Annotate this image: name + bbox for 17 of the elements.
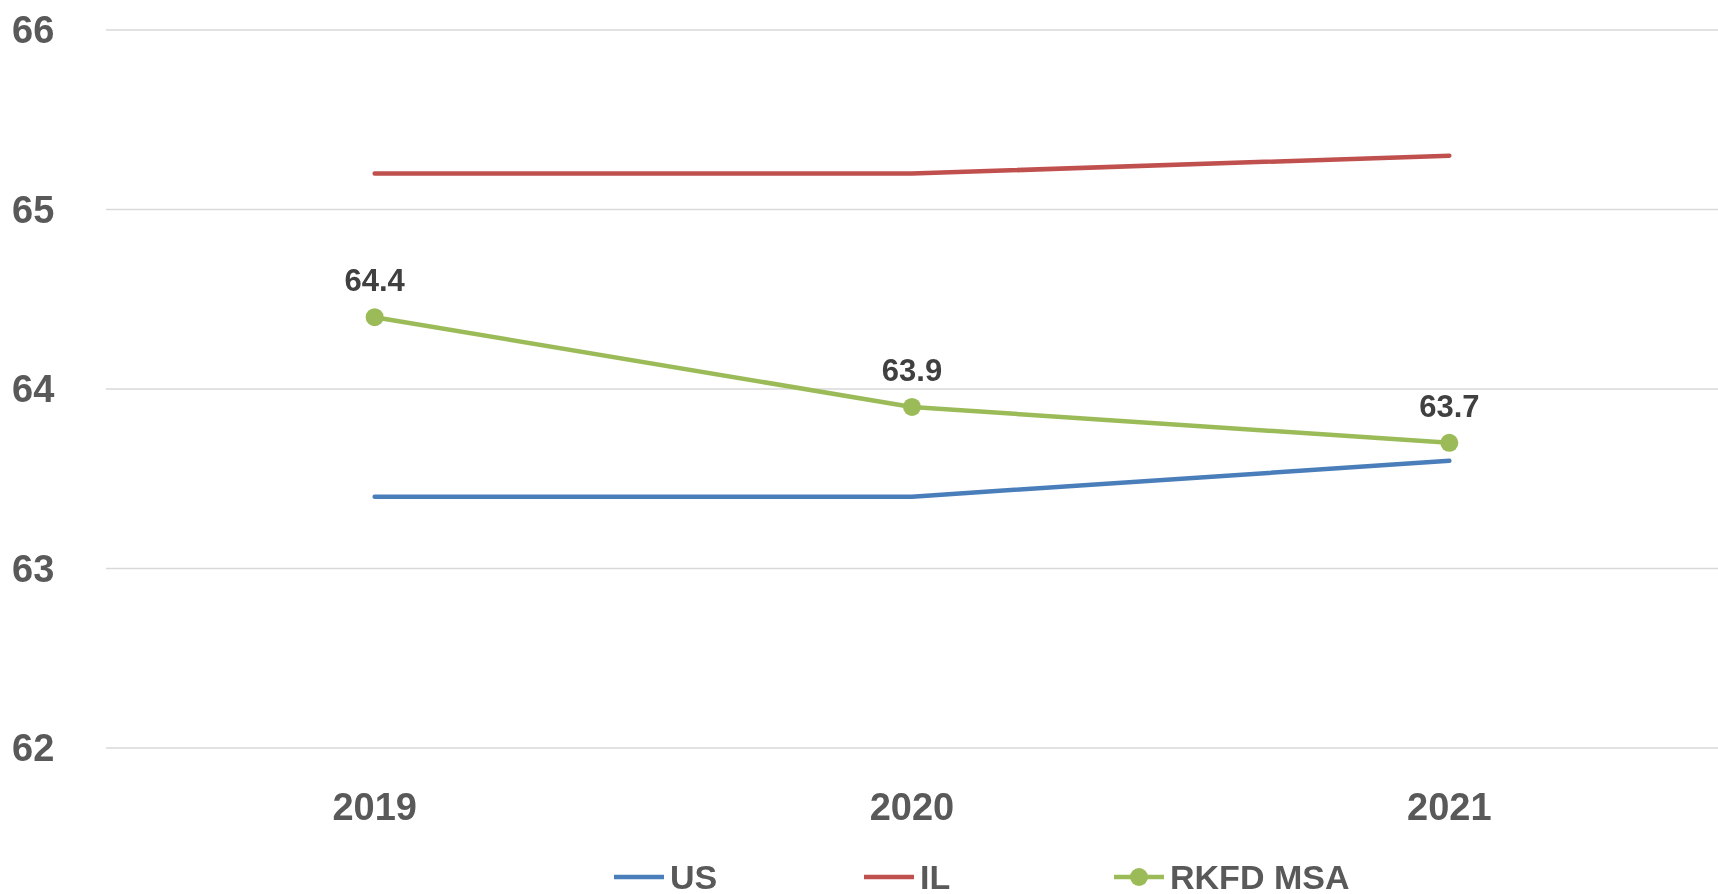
x-tick-label: 2021 (1407, 786, 1492, 828)
point (365, 308, 384, 327)
data-label: 64.4 (344, 263, 406, 299)
y-tick-label: 64 (12, 368, 55, 411)
y-tick-label: 62 (12, 727, 55, 770)
legend-label: US (670, 857, 718, 894)
x-tick-label: 2020 (869, 786, 955, 828)
y-tick-label: 66 (12, 9, 55, 52)
y-tick-label: 63 (12, 547, 55, 590)
data-label: 63.9 (881, 352, 943, 388)
x-tick-label: 2019 (332, 786, 417, 828)
data-label: 63.7 (1419, 388, 1480, 424)
point (903, 397, 921, 416)
legend-label: RKFD MSA (1170, 857, 1350, 894)
y-tick-label: 65 (12, 188, 55, 231)
legend-label: IL (920, 857, 951, 894)
point (1440, 433, 1459, 452)
